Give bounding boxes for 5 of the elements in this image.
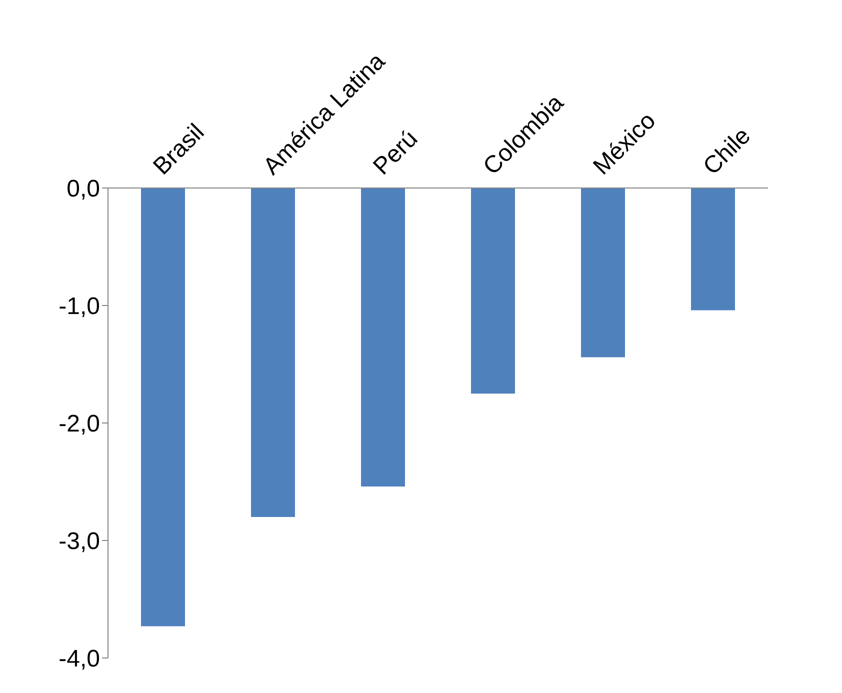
y-tick-label: -3,0 bbox=[58, 528, 100, 556]
y-tick-label: -4,0 bbox=[58, 646, 100, 673]
y-tick-label: 0,0 bbox=[66, 176, 100, 203]
y-tick-label: -2,0 bbox=[58, 410, 100, 438]
y-tick-label: -1,0 bbox=[58, 293, 100, 320]
